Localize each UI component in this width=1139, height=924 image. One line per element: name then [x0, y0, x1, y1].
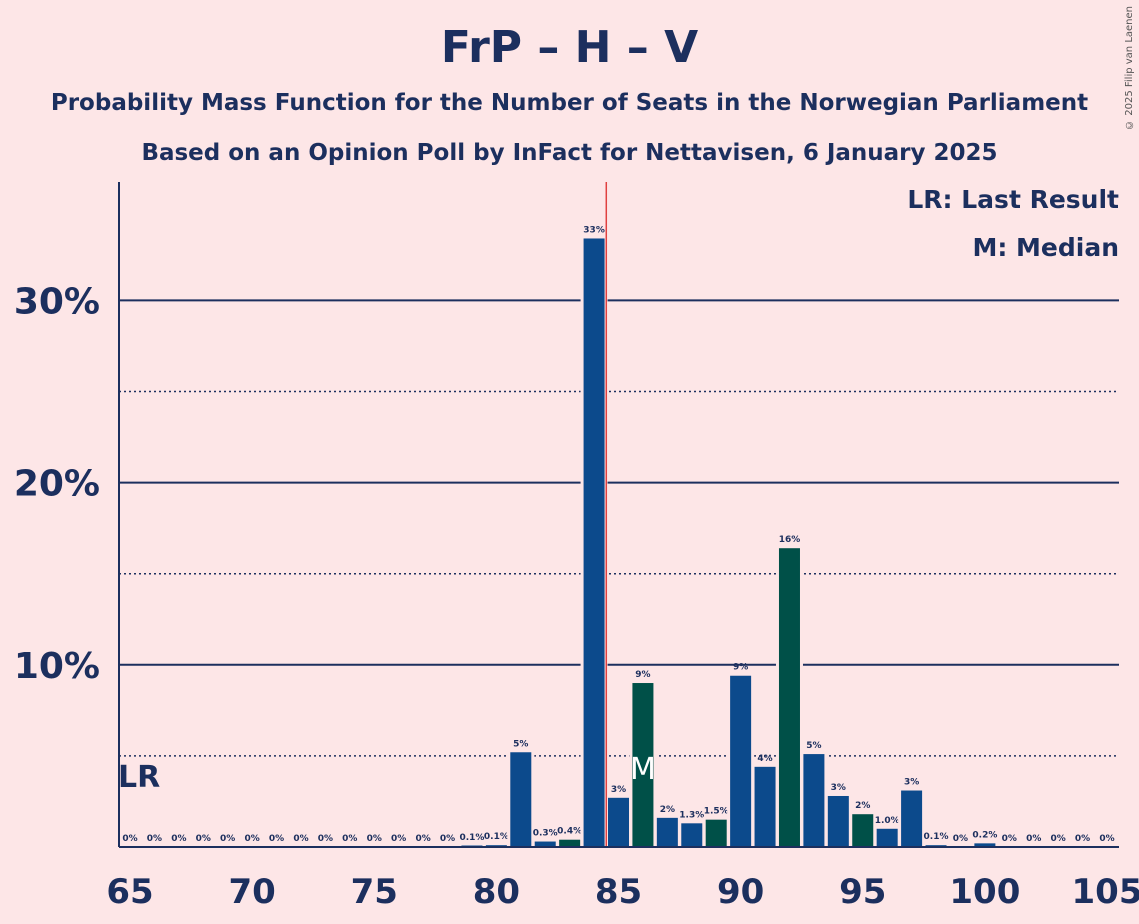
data-label-seat-73: 0% — [318, 834, 333, 844]
data-label-seat-91: 4% — [757, 754, 772, 764]
data-label-seat-81: 5% — [513, 739, 528, 749]
legend-last-result: LR: Last Result — [907, 185, 1119, 214]
x-tick-label: 105 — [1072, 872, 1139, 912]
bar-gap — [922, 842, 950, 847]
data-label-seat-82: 0.3% — [533, 829, 558, 839]
x-tick-label: 85 — [595, 872, 642, 912]
bar-seat-85 — [607, 797, 630, 847]
bar-seat-92 — [778, 548, 800, 847]
data-label-seat-70: 0% — [244, 834, 259, 844]
data-label-seat-104: 0% — [1075, 834, 1090, 844]
data-label-seat-98: 0.1% — [924, 832, 949, 842]
bar-seat-94 — [827, 795, 849, 847]
data-label-seat-78: 0% — [440, 834, 455, 844]
chart-source: Based on an Opinion Poll by InFact for N… — [141, 140, 998, 166]
x-tick-label: 80 — [473, 872, 520, 912]
bar-gap — [458, 842, 486, 847]
data-label-seat-79: 0.1% — [459, 833, 484, 843]
y-tick-label: 30% — [14, 281, 100, 322]
data-label-seat-93: 5% — [806, 741, 821, 751]
data-label-seat-95: 2% — [855, 801, 870, 811]
data-label-seat-66: 0% — [147, 834, 162, 844]
bar-seat-90 — [730, 675, 752, 847]
bar-seat-88 — [681, 823, 703, 847]
x-tick-label: 90 — [717, 872, 764, 912]
data-label-seat-69: 0% — [220, 834, 235, 844]
data-label-seat-90: 9% — [733, 663, 748, 673]
bar-seat-96 — [876, 828, 898, 847]
data-label-seat-76: 0% — [391, 834, 406, 844]
data-label-seat-105: 0% — [1099, 834, 1114, 844]
last-result-marker: LR — [118, 760, 160, 795]
bar-seat-89 — [705, 819, 727, 847]
chart-title: FrP – H – V — [440, 22, 699, 73]
bar-gap — [482, 842, 510, 847]
data-label-seat-97: 3% — [904, 778, 919, 788]
data-label-seat-94: 3% — [831, 783, 846, 793]
data-label-seat-65: 0% — [122, 834, 137, 844]
data-label-seat-87: 2% — [660, 805, 675, 815]
data-label-seat-80: 0.1% — [484, 832, 509, 842]
data-label-seat-84: 33% — [583, 225, 605, 235]
median-marker: M — [630, 752, 656, 787]
data-label-seat-86: 9% — [635, 670, 650, 680]
bar-seat-87 — [656, 817, 678, 847]
x-tick-label: 75 — [351, 872, 398, 912]
x-tick-label: 100 — [949, 872, 1020, 912]
y-tick-label: 10% — [14, 646, 100, 687]
x-tick-label: 95 — [839, 872, 886, 912]
bar-seat-93 — [803, 754, 825, 847]
data-label-seat-68: 0% — [196, 834, 211, 844]
data-label-seat-88: 1.3% — [679, 810, 704, 820]
bar-seat-81 — [510, 752, 532, 847]
legend-median: M: Median — [972, 233, 1119, 262]
bar-seat-84 — [583, 238, 605, 848]
data-label-seat-75: 0% — [367, 834, 382, 844]
data-label-seat-71: 0% — [269, 834, 284, 844]
bar-seat-95 — [852, 814, 874, 847]
bar-seat-82 — [534, 841, 556, 847]
y-tick-label: 20% — [14, 464, 100, 505]
x-tick-label: 65 — [106, 872, 153, 912]
data-label-seat-67: 0% — [171, 834, 186, 844]
bar-seat-91 — [754, 766, 776, 847]
data-label-seat-103: 0% — [1051, 834, 1066, 844]
bar-seat-100 — [974, 843, 996, 847]
data-label-seat-83: 0.4% — [557, 827, 582, 837]
data-label-seat-85: 3% — [611, 785, 626, 795]
bar-seat-97 — [901, 790, 923, 847]
data-label-seat-92: 16% — [779, 535, 801, 545]
data-label-seat-101: 0% — [1002, 834, 1017, 844]
data-label-seat-77: 0% — [415, 834, 430, 844]
bar-seat-83 — [559, 839, 581, 847]
data-label-seat-72: 0% — [293, 834, 308, 844]
bar-seat-86 — [632, 683, 654, 847]
data-label-seat-100: 0.2% — [972, 830, 997, 840]
data-label-seat-102: 0% — [1026, 834, 1041, 844]
data-label-seat-96: 1.0% — [875, 816, 900, 826]
data-label-seat-89: 1.5% — [704, 807, 729, 817]
data-label-seat-74: 0% — [342, 834, 357, 844]
chart-subtitle: Probability Mass Function for the Number… — [50, 90, 1089, 116]
data-label-seat-99: 0% — [953, 834, 968, 844]
x-tick-label: 70 — [228, 872, 275, 912]
